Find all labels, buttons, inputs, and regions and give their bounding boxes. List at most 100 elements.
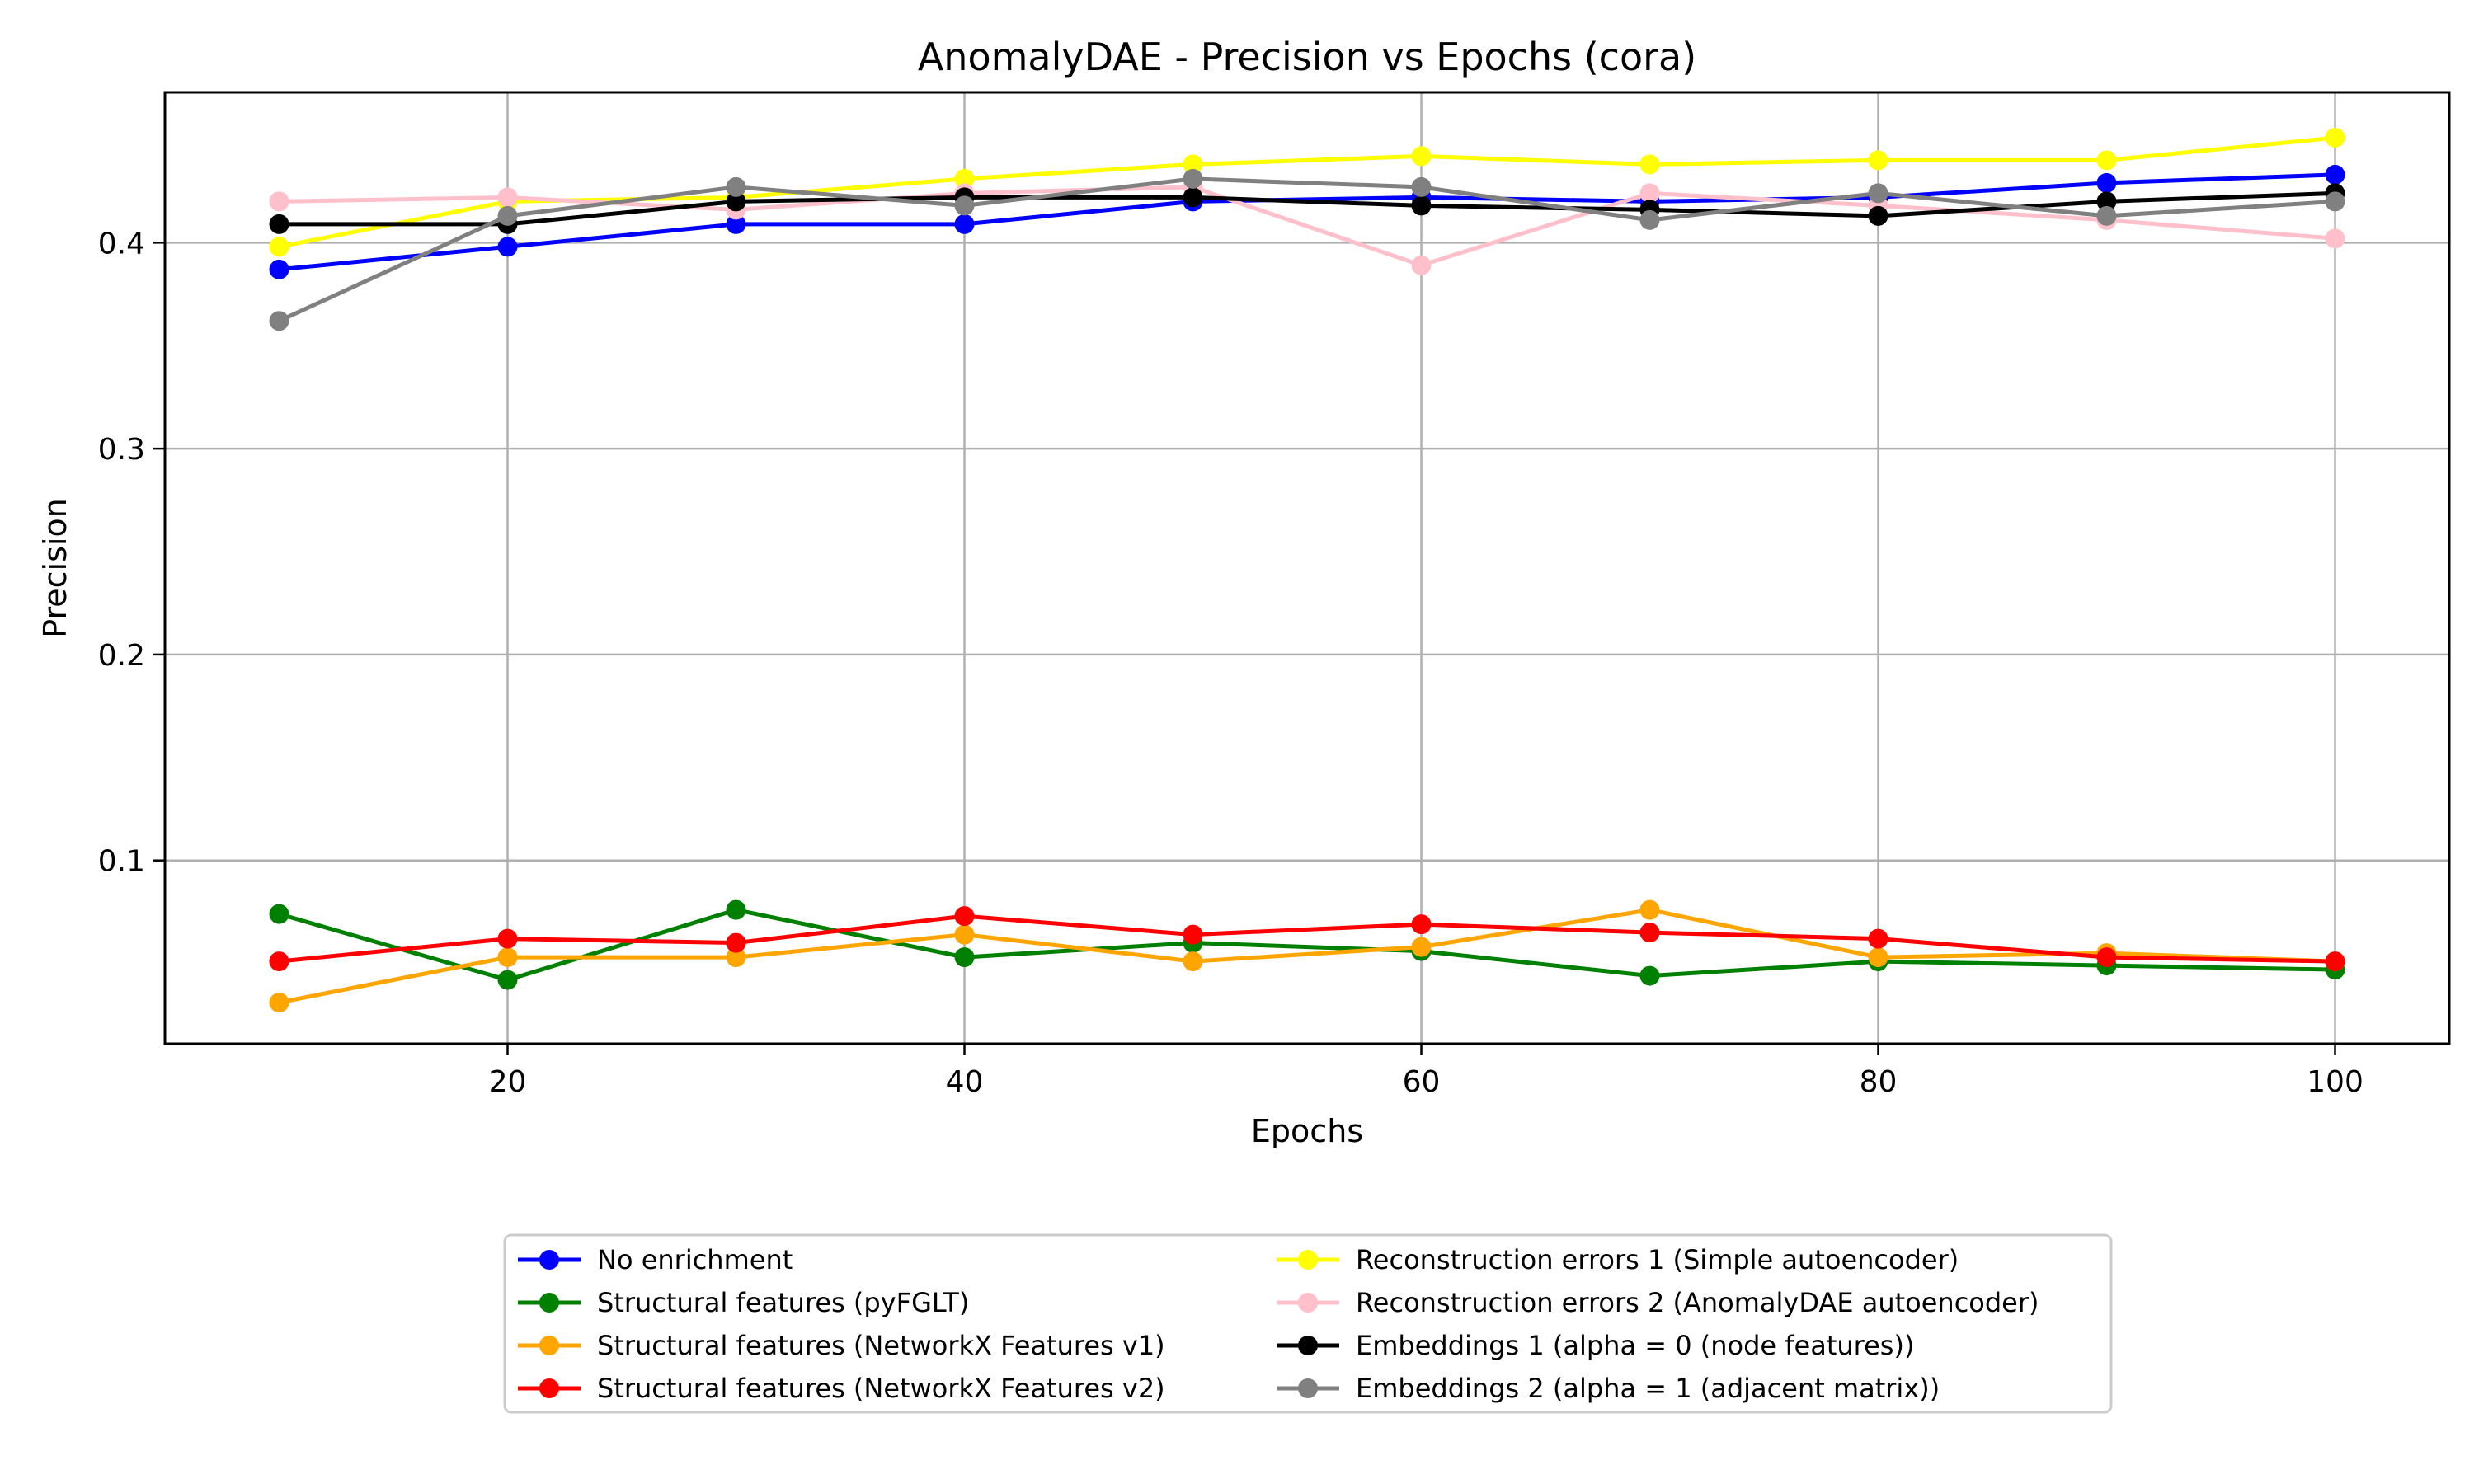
data-point [1639,965,1660,986]
legend-swatch-marker [539,1378,559,1398]
y-tick-label: 0.2 [98,639,145,673]
legend-swatch-marker [1298,1378,1318,1398]
data-point [2096,205,2117,226]
data-point [1868,928,1888,949]
legend-item: Structural features (NetworkX Features v… [518,1373,1165,1404]
series-7 [269,183,2345,234]
data-point [1639,183,1660,204]
data-point [1183,154,1203,175]
legend-label: Structural features (NetworkX Features v… [597,1330,1165,1361]
series-line [279,908,2335,1005]
series-8 [269,168,2345,331]
data-point [2325,951,2345,972]
series-line [279,190,2335,227]
data-point [1639,923,1660,943]
series-line [279,913,2335,964]
x-tick-label: 40 [946,1065,984,1099]
legend-swatch-marker [539,1250,559,1270]
x-tick-label: 60 [1403,1065,1441,1099]
x-tick-label: 100 [2307,1065,2363,1099]
data-point [954,195,975,216]
y-axis: 0.1 0.2 0.3 0.4 [98,227,165,879]
data-point [269,191,289,212]
data-point [1639,209,1660,230]
y-axis-label: Precision [37,498,73,638]
data-point [1183,951,1203,972]
data-point [269,951,289,972]
data-point [954,947,975,968]
data-point [1411,176,1432,197]
data-point [726,191,746,212]
legend-label: Reconstruction errors 1 (Simple autoenco… [1356,1244,1959,1275]
legend-label: Embeddings 1 (alpha = 0 (node features)) [1356,1330,1914,1361]
data-point [1411,937,1432,957]
legend-label: Reconstruction errors 2 (AnomalyDAE auto… [1356,1287,2039,1318]
data-point [497,237,518,257]
x-axis: 20 40 60 80 100 [489,1044,2363,1099]
data-point [1411,195,1432,216]
y-tick-label: 0.3 [98,433,145,467]
data-point [1183,187,1203,208]
legend-item: No enrichment [518,1244,793,1275]
chart-title: AnomalyDAE - Precision vs Epochs (cora) [918,35,1696,79]
legend-label: Structural features (pyFGLT) [597,1287,969,1318]
data-point [954,168,975,189]
legend-swatch-marker [539,1336,559,1355]
data-point [2325,191,2345,212]
x-axis-label: Epochs [1251,1113,1363,1149]
legend: No enrichment Structural features (pyFGLT… [503,1233,2113,1414]
data-point [726,176,746,197]
data-point [269,904,289,924]
legend-swatch-marker [1298,1336,1318,1355]
plot-series [269,127,2345,1013]
data-point [726,899,746,920]
legend-swatch-marker [539,1293,559,1313]
legend-label: No enrichment [597,1244,793,1275]
legend-item: Reconstruction errors 1 (Simple autoenco… [1277,1244,1959,1275]
data-point [269,237,289,257]
data-point [726,947,746,968]
y-tick-label: 0.4 [98,227,145,261]
data-point [1868,947,1888,968]
data-point [1411,255,1432,275]
data-point [726,932,746,953]
data-point [269,993,289,1013]
data-point [497,205,518,226]
data-point [726,214,746,234]
data-point [1639,899,1660,920]
legend-item: Reconstruction errors 2 (AnomalyDAE auto… [1277,1287,2039,1318]
data-point [269,311,289,331]
data-point [1183,924,1203,945]
legend-swatch-marker [1298,1250,1318,1270]
data-point [2096,150,2117,171]
legend-swatch-marker [1298,1293,1318,1313]
data-point [497,970,518,990]
data-point [2096,947,2117,968]
legend-frame [503,1233,2113,1414]
y-tick-label: 0.1 [98,845,145,879]
data-point [1639,154,1660,175]
data-point [269,214,289,234]
series-4 [269,906,2345,972]
data-point [1868,150,1888,171]
legend-label: Structural features (NetworkX Features v… [597,1373,1165,1404]
data-point [269,259,289,279]
data-point [2096,191,2117,212]
data-point [954,906,975,927]
data-point [954,214,975,234]
data-point [497,928,518,949]
x-tick-label: 20 [489,1065,527,1099]
legend-item: Embeddings 2 (alpha = 1 (adjacent matrix… [1277,1373,1940,1404]
data-point [954,924,975,945]
data-point [1411,146,1432,167]
data-point [1411,914,1432,935]
series-line [278,908,2335,983]
series-line [278,176,2335,323]
data-point [1183,168,1203,189]
legend-item: Structural features (pyFGLT) [518,1287,969,1318]
data-point [2325,228,2345,249]
legend-label: Embeddings 2 (alpha = 1 (adjacent matrix… [1356,1373,1940,1404]
data-point [2325,127,2345,148]
data-point [2325,164,2345,185]
